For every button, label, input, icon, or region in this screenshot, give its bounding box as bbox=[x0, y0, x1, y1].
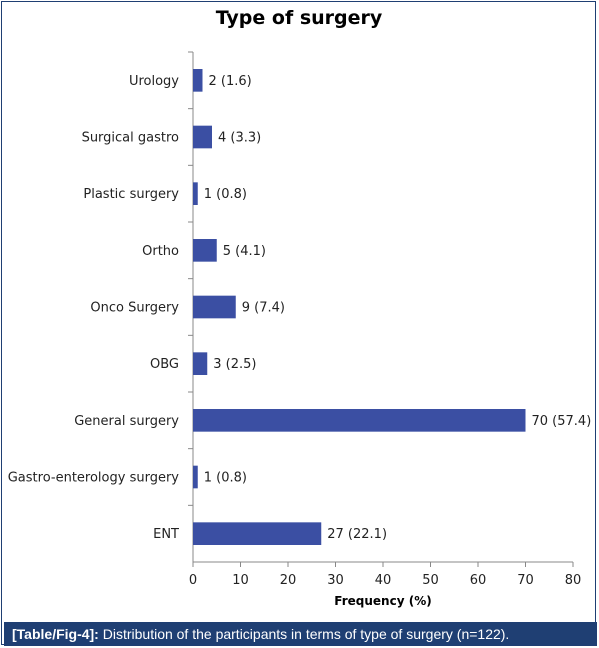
bar bbox=[193, 69, 203, 92]
x-tick-label: 0 bbox=[189, 573, 197, 588]
data-label: 1 (0.8) bbox=[204, 187, 247, 202]
bar bbox=[193, 352, 208, 375]
x-tick-label: 10 bbox=[232, 573, 249, 588]
x-tick-label: 30 bbox=[327, 573, 344, 588]
caption-tag: [Table/Fig-4]: bbox=[12, 626, 99, 642]
data-label: 4 (3.3) bbox=[218, 131, 261, 146]
data-label: 5 (4.1) bbox=[223, 244, 266, 259]
bar bbox=[193, 465, 198, 489]
category-label: Plastic surgery bbox=[83, 187, 179, 202]
x-tick-label: 20 bbox=[280, 573, 297, 588]
category-label: Urology bbox=[129, 74, 179, 89]
data-label: 2 (1.6) bbox=[209, 74, 252, 89]
caption-text: Distribution of the participants in term… bbox=[98, 626, 510, 642]
data-label: 9 (7.4) bbox=[242, 301, 285, 316]
bar bbox=[193, 409, 526, 432]
category-label: General surgery bbox=[74, 414, 179, 429]
data-label: 1 (0.8) bbox=[204, 471, 247, 486]
data-label: 27 (22.1) bbox=[327, 527, 387, 542]
x-axis-title: Frequency (%) bbox=[334, 594, 431, 608]
x-tick-label: 70 bbox=[517, 573, 534, 588]
bar bbox=[193, 125, 212, 149]
bar-chart: Type of surgery Urology 2 (1.6) Surgical g… bbox=[8, 7, 592, 608]
x-tick-label: 60 bbox=[470, 573, 487, 588]
bar bbox=[193, 295, 236, 319]
bar bbox=[193, 182, 198, 205]
x-ticks-layer: 0 10 20 30 40 50 60 70 80 bbox=[189, 562, 581, 588]
category-label: Ortho bbox=[142, 244, 179, 259]
bar bbox=[193, 522, 322, 545]
category-label: ENT bbox=[153, 527, 179, 542]
chart-title: Type of surgery bbox=[216, 7, 383, 29]
category-label: Gastro-enterology surgery bbox=[8, 471, 180, 486]
category-label: OBG bbox=[150, 357, 179, 372]
x-tick-label: 80 bbox=[565, 573, 582, 588]
x-tick-label: 50 bbox=[422, 573, 439, 588]
x-tick-label: 40 bbox=[375, 573, 392, 588]
category-label: Surgical gastro bbox=[82, 131, 179, 146]
figure-caption: [Table/Fig-4]: Distribution of the parti… bbox=[4, 622, 597, 646]
category-label: Onco Surgery bbox=[90, 301, 179, 316]
bars-layer: Urology 2 (1.6) Surgical gastro 4 (3.3) Plas… bbox=[8, 51, 592, 545]
data-label: 70 (57.4) bbox=[532, 414, 592, 429]
bar bbox=[193, 239, 217, 262]
data-label: 3 (2.5) bbox=[213, 357, 256, 372]
